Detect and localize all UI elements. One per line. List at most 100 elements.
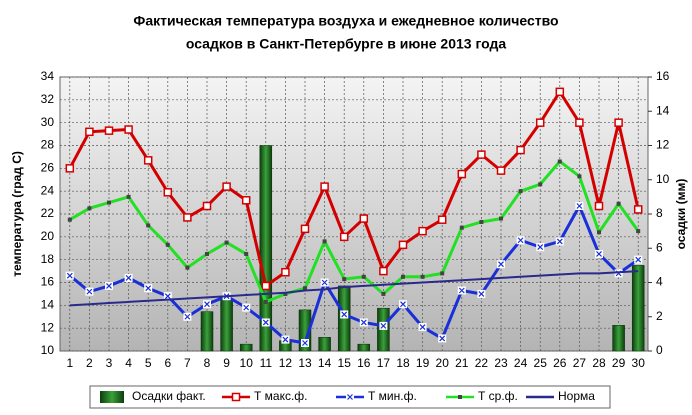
marker (479, 219, 484, 224)
legend-label: Норма (558, 389, 595, 403)
legend-label: Т мин.ф. (368, 389, 417, 403)
x-tick-label: 17 (377, 356, 391, 370)
x-tick-label: 15 (338, 356, 352, 370)
marker (535, 118, 545, 127)
marker (577, 174, 582, 179)
y-tick-label: 14 (41, 298, 55, 312)
x-tick-label: 5 (145, 356, 152, 370)
marker-cross (498, 261, 504, 268)
marker (104, 126, 114, 135)
marker (261, 281, 271, 291)
marker (244, 251, 249, 256)
marker-cross (517, 237, 524, 244)
x-tick-label: 10 (240, 356, 254, 370)
marker (458, 395, 462, 399)
marker-cross (204, 301, 210, 308)
marker-cross (321, 279, 328, 286)
marker (361, 274, 366, 279)
x-tick-label: 18 (396, 356, 410, 370)
marker-cross (282, 336, 289, 343)
marker (518, 189, 523, 194)
x-tick-label: 23 (494, 356, 508, 370)
marker (339, 232, 349, 242)
x-tick-label: 7 (184, 356, 191, 370)
x-tick-label: 20 (436, 356, 450, 370)
x-tick-label: 13 (298, 356, 312, 370)
x-tick-label: 4 (125, 356, 132, 370)
marker (594, 201, 604, 211)
legend-label: Т ср.ф. (478, 389, 518, 403)
y-tick-label: 20 (41, 229, 55, 243)
y2-tick-label: 0 (656, 343, 663, 357)
y-tick-label: 24 (41, 183, 55, 197)
bar (200, 311, 214, 352)
legend-label: Т макс.ф. (254, 389, 308, 403)
marker-cross (635, 256, 642, 263)
y2-tick-label: 8 (656, 206, 663, 220)
marker (477, 150, 486, 159)
marker (555, 87, 565, 97)
y-tick-label: 18 (41, 252, 55, 266)
marker-cross (419, 324, 426, 330)
y2-tick-label: 14 (656, 103, 670, 117)
marker (636, 229, 641, 234)
y-tick-label: 16 (41, 275, 55, 289)
marker (614, 118, 623, 127)
bar (220, 299, 233, 352)
y2-tick-label: 4 (656, 275, 663, 289)
marker (379, 266, 388, 276)
y-tick-label: 30 (41, 115, 55, 129)
chart-title: осадков в Санкт-Петербурге в июне 2013 г… (186, 36, 507, 52)
y-tick-label: 22 (41, 206, 55, 220)
marker (496, 166, 506, 175)
marker-cross (360, 319, 367, 326)
marker (202, 201, 212, 211)
marker (185, 265, 190, 270)
y2-tick-label: 16 (656, 69, 670, 83)
marker (107, 200, 111, 205)
marker (538, 182, 543, 187)
marker-cross (458, 287, 465, 294)
x-tick-label: 6 (164, 356, 171, 370)
legend-label: Осадки факт. (132, 389, 206, 403)
marker (300, 224, 310, 234)
y2-tick-label: 2 (656, 309, 663, 323)
marker (320, 182, 329, 191)
y-tick-label: 32 (41, 92, 55, 106)
marker-cross (596, 251, 602, 257)
marker (499, 216, 503, 221)
marker-cross (380, 322, 387, 329)
marker-cross (262, 319, 269, 326)
y2-tick-label: 10 (656, 172, 670, 186)
marker (65, 164, 75, 173)
marker-cross (341, 311, 348, 318)
marker (124, 125, 133, 134)
marker-cross (556, 238, 563, 245)
x-tick-label: 2 (86, 356, 93, 370)
x-tick-label: 11 (260, 356, 273, 370)
legend-swatch (100, 391, 124, 403)
x-tick-label: 21 (455, 356, 469, 370)
bar (612, 325, 625, 352)
marker (398, 240, 408, 250)
marker-cross (439, 335, 446, 342)
x-tick-label: 30 (632, 356, 646, 370)
marker-cross (302, 340, 308, 346)
marker (457, 169, 467, 179)
marker (557, 159, 562, 164)
y-tick-label: 12 (41, 320, 55, 334)
marker (597, 230, 601, 235)
marker (281, 267, 290, 277)
y2-axis-label: осадки (мм) (674, 179, 688, 250)
y-tick-label: 34 (41, 69, 55, 83)
line (69, 159, 640, 304)
chart-title: Фактическая температура воздуха и ежедне… (133, 13, 558, 29)
marker (146, 223, 151, 228)
marker (231, 392, 241, 402)
y-tick-label: 28 (41, 138, 55, 152)
marker (420, 274, 425, 279)
marker-cross (576, 203, 583, 209)
marker-cross (478, 290, 485, 297)
x-tick-label: 27 (573, 356, 587, 370)
